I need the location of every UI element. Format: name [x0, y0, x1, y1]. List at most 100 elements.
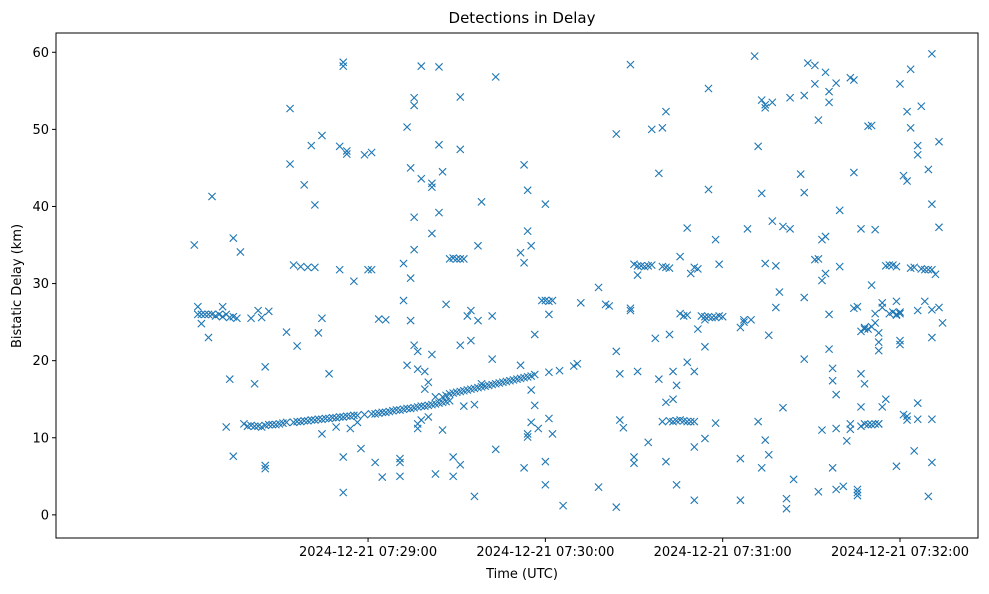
data-point-marker — [541, 480, 550, 489]
data-point-marker — [786, 224, 795, 233]
data-point-marker — [669, 395, 678, 404]
data-point-marker — [516, 361, 525, 370]
data-point-marker — [303, 263, 312, 272]
data-point-marker — [438, 426, 447, 435]
data-point-marker — [381, 315, 390, 324]
data-point-marker — [817, 276, 826, 285]
data-point-marker — [520, 160, 529, 169]
data-point-marker — [683, 417, 692, 426]
data-point-marker — [761, 436, 770, 445]
data-point-marker — [864, 325, 873, 334]
data-point-marker — [846, 425, 855, 434]
data-point-marker — [658, 123, 667, 132]
data-point-marker — [803, 59, 812, 68]
data-point-marker — [544, 310, 553, 319]
data-point-marker — [307, 141, 316, 150]
data-point-marker — [693, 325, 702, 334]
data-point-marker — [849, 168, 858, 177]
data-point-marker — [693, 264, 702, 273]
y-axis: 0 10 20 30 40 50 60 — [32, 46, 56, 523]
data-point-marker — [569, 362, 578, 371]
data-point-marker — [771, 303, 780, 312]
data-point-marker — [856, 224, 865, 233]
data-point-marker — [835, 262, 844, 271]
data-point-marker — [406, 163, 415, 172]
data-point-marker — [775, 288, 784, 297]
data-point-marker — [427, 183, 436, 192]
data-point-marker — [310, 200, 319, 209]
data-point-marker — [360, 150, 369, 159]
data-point-marker — [282, 418, 291, 427]
data-point-marker — [523, 433, 532, 441]
data-point-marker — [761, 100, 770, 109]
data-point-marker — [630, 453, 639, 462]
data-point-marker — [814, 487, 823, 496]
data-point-marker — [913, 141, 922, 150]
data-point-marker — [452, 254, 461, 263]
data-point-marker — [935, 223, 943, 232]
data-point-marker — [626, 306, 635, 315]
data-point-marker — [856, 402, 865, 411]
data-point-marker — [711, 235, 720, 244]
data-point-marker — [349, 277, 358, 286]
data-point-marker — [913, 399, 922, 408]
data-point-marker — [814, 116, 823, 125]
data-point-marker — [661, 398, 670, 407]
data-point-marker — [849, 76, 858, 85]
data-point-marker — [920, 297, 929, 306]
data-point-marker — [690, 443, 699, 452]
data-point-marker — [736, 323, 745, 332]
data-point-marker — [204, 333, 213, 342]
data-point-marker — [466, 306, 475, 315]
data-point-marker — [208, 192, 217, 201]
data-point-marker — [878, 303, 887, 312]
data-point-marker — [349, 411, 358, 420]
data-point-marker — [864, 420, 873, 429]
data-point-marker — [700, 312, 709, 321]
data-point-marker — [491, 445, 500, 454]
data-point-marker — [449, 472, 458, 481]
data-point-marker — [477, 197, 486, 206]
data-point-marker — [739, 315, 748, 324]
data-point-marker — [232, 314, 241, 323]
data-point-marker — [456, 460, 465, 469]
data-point-marker — [427, 179, 436, 188]
data-point-marker — [771, 261, 780, 270]
data-point-marker — [541, 200, 550, 209]
data-point-marker — [403, 404, 412, 413]
data-point-marker — [420, 385, 429, 394]
data-point-marker — [254, 306, 263, 315]
data-point-marker — [491, 72, 500, 81]
data-markers — [190, 49, 947, 513]
data-point-marker — [690, 367, 699, 376]
data-point-marker — [261, 464, 270, 473]
data-point-marker — [867, 281, 876, 290]
data-point-marker — [459, 254, 468, 263]
data-point-marker — [371, 458, 380, 467]
data-point-marker — [222, 422, 231, 431]
data-point-marker — [757, 96, 766, 105]
data-point-marker — [307, 416, 316, 425]
data-point-marker — [339, 58, 348, 67]
data-point-marker — [247, 314, 256, 323]
data-point-marker — [527, 385, 536, 394]
data-point-marker — [229, 234, 238, 243]
data-point-marker — [757, 189, 766, 198]
data-point-marker — [644, 438, 653, 447]
data-point-marker — [190, 241, 199, 250]
data-point-marker — [339, 62, 348, 71]
data-point-marker — [704, 185, 713, 194]
data-point-marker — [335, 142, 344, 151]
data-point-marker — [530, 401, 539, 410]
data-point-marker — [204, 310, 213, 319]
data-point-marker — [683, 224, 692, 233]
data-point-marker — [527, 241, 536, 250]
data-point-marker — [750, 52, 759, 61]
x-tick-label: 2024-12-21 07:30:00 — [476, 545, 614, 560]
x-tick-label: 2024-12-21 07:29:00 — [299, 545, 437, 560]
data-point-marker — [286, 160, 295, 169]
data-point-marker — [594, 283, 603, 292]
data-point-marker — [871, 225, 880, 234]
data-point-marker — [683, 358, 692, 367]
